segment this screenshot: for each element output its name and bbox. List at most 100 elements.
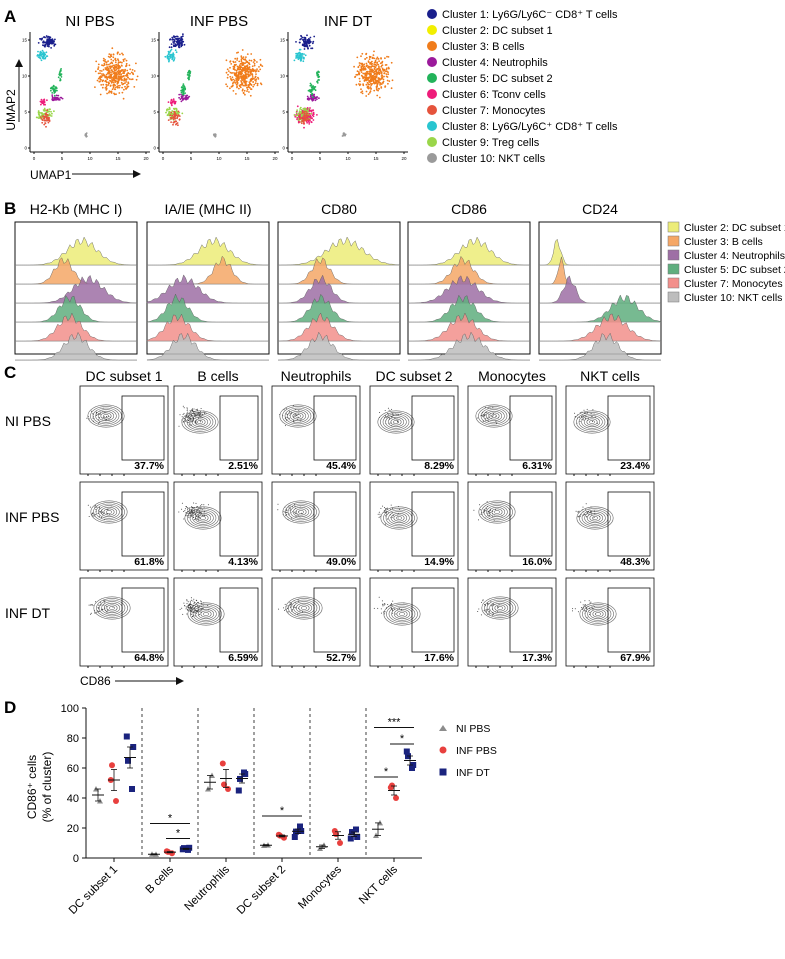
contour-line xyxy=(491,414,497,418)
contour-plot: 8.29% xyxy=(369,385,459,476)
umap-cell-dot xyxy=(235,93,237,95)
umap-cell-dot xyxy=(109,74,112,76)
contour-line xyxy=(97,410,115,422)
umap-cell-dot xyxy=(44,53,47,56)
umap-cell-dot xyxy=(225,71,228,74)
umap-cell-dot xyxy=(53,94,56,97)
umap-cell-dot xyxy=(45,125,47,128)
y-tick-label: 40 xyxy=(67,793,79,805)
contour-event-dot xyxy=(200,601,202,603)
data-point xyxy=(186,844,193,851)
contour-event-dot xyxy=(287,611,289,613)
contour-event-dot xyxy=(582,608,584,610)
data-point xyxy=(235,787,242,794)
contour-event-dot xyxy=(578,416,580,418)
gate-percentage: 6.31% xyxy=(522,460,552,472)
umap-cell-dot xyxy=(242,67,245,70)
contour-event-dot xyxy=(392,600,394,602)
umap-cell-dot xyxy=(310,98,313,101)
cluster-legend-label: Cluster 10: NKT cells xyxy=(442,153,546,165)
umap-cell-dot xyxy=(40,53,43,56)
contour-event-dot xyxy=(194,602,196,604)
umap-cell-dot xyxy=(310,47,312,50)
umap-cell-dot xyxy=(229,75,232,78)
contour-event-dot xyxy=(183,407,185,409)
umap-cell-dot xyxy=(99,72,101,75)
contour-event-dot xyxy=(107,509,109,511)
umap-cell-dot xyxy=(355,73,358,76)
cluster-legend-label: Cluster 1: Ly6G/Ly6C⁻ CD8⁺ T cells xyxy=(442,9,618,21)
contour-event-dot xyxy=(492,604,494,606)
data-point xyxy=(109,762,115,769)
contour-event-dot xyxy=(185,420,187,422)
contour-event-dot xyxy=(487,417,489,419)
umap-cell-dot xyxy=(101,74,104,77)
umap-cell-dot xyxy=(259,63,262,66)
umap-cell-dot xyxy=(233,66,236,69)
histogram-legend-swatch xyxy=(667,277,680,289)
contour-event-dot xyxy=(590,601,592,603)
umap-cell-dot xyxy=(112,56,115,59)
contour-line xyxy=(290,599,318,617)
umap-cell-dot xyxy=(296,52,299,55)
umap-cell-dot xyxy=(178,118,181,121)
umap-cell-dot xyxy=(188,76,190,79)
contour-event-dot xyxy=(178,511,180,513)
contour-line xyxy=(383,508,415,528)
contour-line xyxy=(103,414,109,418)
umap-cell-dot xyxy=(58,72,61,75)
umap-cell-dot xyxy=(235,69,238,72)
umap-cell-dot xyxy=(245,65,248,68)
umap-cell-dot xyxy=(183,97,186,100)
contour-line xyxy=(382,413,410,431)
umap-x-tick-label: 10 xyxy=(345,156,351,161)
umap-cell-dot xyxy=(41,49,44,52)
umap-cell-dot xyxy=(124,68,126,71)
umap-cell-dot xyxy=(180,36,183,38)
umap-cell-dot xyxy=(248,81,251,83)
umap-cell-dot xyxy=(378,96,381,99)
contour-event-dot xyxy=(188,607,190,609)
umap-cell-dot xyxy=(304,45,307,48)
umap-cell-dot xyxy=(307,97,310,99)
umap-cell-dot xyxy=(131,69,134,71)
umap-cell-dot xyxy=(178,39,181,42)
umap-cell-dot xyxy=(118,77,120,79)
umap-cell-dot xyxy=(261,65,264,67)
umap-cell-dot xyxy=(184,92,187,94)
contour-event-dot xyxy=(392,507,394,509)
contour-event-dot xyxy=(96,611,98,613)
umap-cell-dot xyxy=(309,36,312,39)
contour-event-dot xyxy=(193,507,194,509)
contour-line xyxy=(285,502,317,522)
umap-cell-dot xyxy=(171,114,174,117)
umap-cell-dot xyxy=(57,76,60,79)
contour-event-dot xyxy=(94,514,96,516)
contour-event-dot xyxy=(188,507,190,509)
contour-event-dot xyxy=(294,511,296,513)
contour-event-dot xyxy=(189,603,191,605)
data-point xyxy=(393,795,399,801)
umap-cell-dot xyxy=(181,112,184,115)
umap-cell-dot xyxy=(135,78,138,81)
umap-cell-dot xyxy=(375,58,378,60)
contour-event-dot xyxy=(380,608,382,610)
histogram-curve xyxy=(408,236,531,266)
umap-cell-dot xyxy=(113,65,116,68)
contour-line xyxy=(595,612,601,616)
contour-event-dot xyxy=(185,506,187,507)
contour-event-dot xyxy=(91,604,93,606)
histogram-legend-label: Cluster 7: Monocytes xyxy=(684,278,783,290)
contour-event-dot xyxy=(487,602,489,604)
cd86-gate xyxy=(313,587,357,653)
contour-event-dot xyxy=(197,408,198,410)
umap-cell-dot xyxy=(239,65,242,68)
contour-line xyxy=(494,510,500,514)
umap-cell-dot xyxy=(364,58,366,60)
umap-cell-dot xyxy=(173,38,175,41)
umap-cell-dot xyxy=(42,44,44,47)
umap-cell-dot xyxy=(236,57,239,60)
umap-cell-dot xyxy=(164,55,167,58)
contour-event-dot xyxy=(192,600,194,602)
umap-cell-dot xyxy=(238,84,241,87)
